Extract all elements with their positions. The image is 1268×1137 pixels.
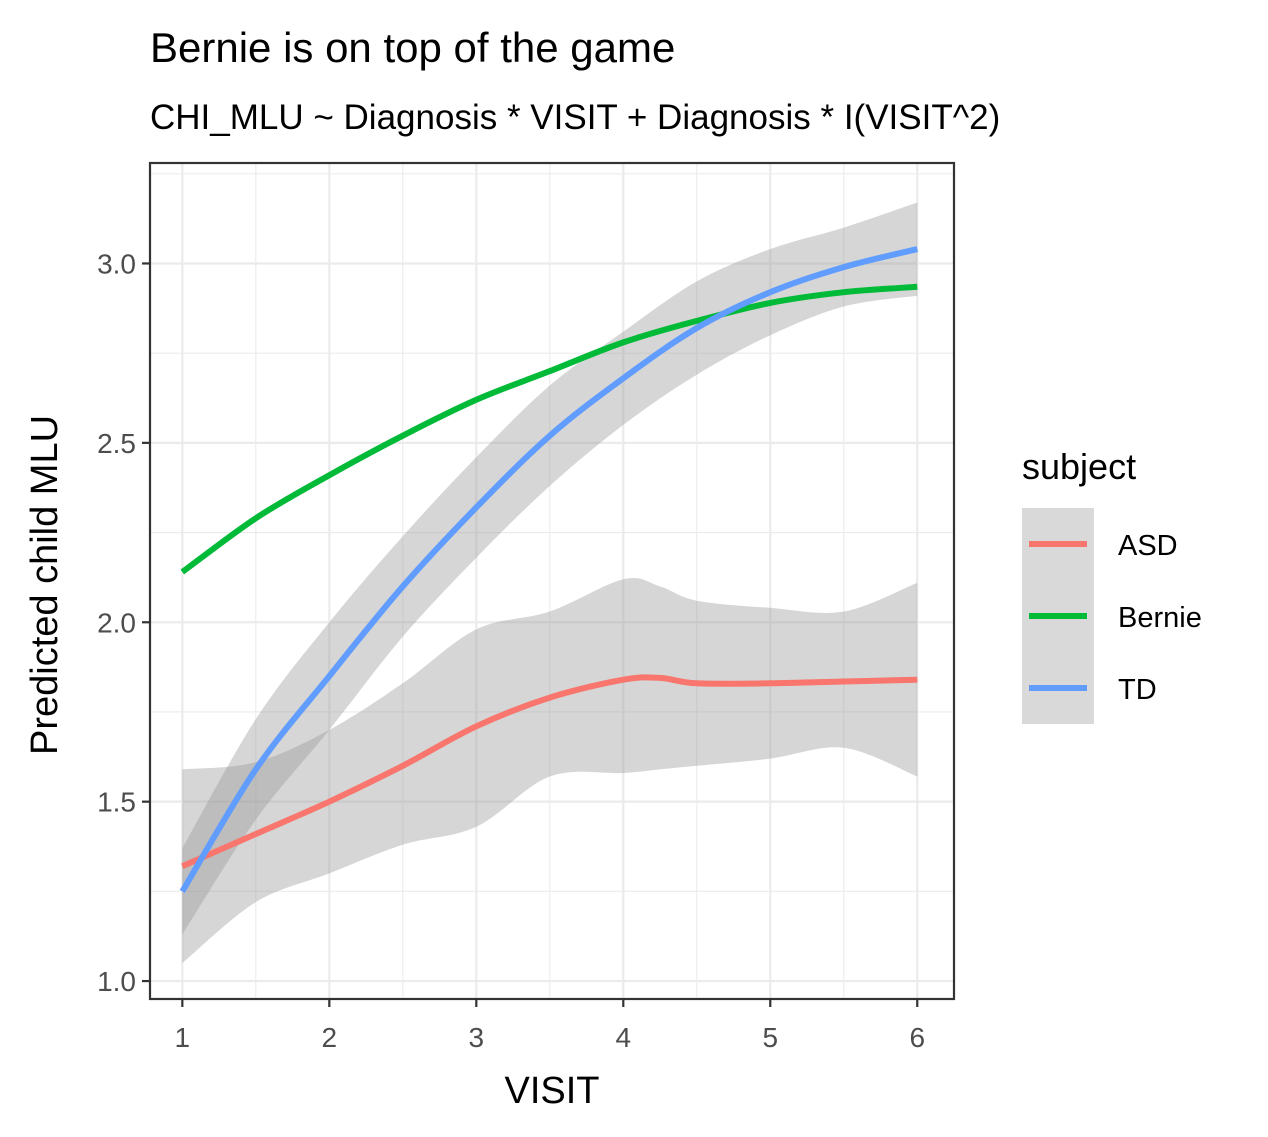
chart-title: Bernie is on top of the game: [150, 24, 675, 71]
x-tick-label: 3: [469, 1022, 485, 1053]
x-tick-label: 6: [909, 1022, 925, 1053]
line-td: [179, 246, 919, 893]
y-tick-label: 1.5: [97, 787, 136, 818]
ribbon-td: [182, 202, 918, 935]
y-tick-label: 3.0: [97, 248, 136, 279]
x-tick-label: 4: [615, 1022, 631, 1053]
y-tick-label: 2.0: [97, 607, 136, 638]
ribbon-asd: [182, 577, 918, 964]
series-lines: [179, 246, 919, 893]
legend-label-asd: ASD: [1118, 530, 1178, 562]
panel-background: [150, 163, 954, 999]
legend-title: subject: [1022, 446, 1136, 487]
plot-panel: [150, 163, 954, 999]
axis-ticks: 1 2 3 4 5 6 1.0 1.5 2.0 2.5 3.0: [97, 248, 925, 1053]
x-tick-label: 2: [322, 1022, 338, 1053]
line-bernie: [180, 283, 918, 575]
panel-frame: [148, 161, 956, 1001]
legend-label-bernie: Bernie: [1118, 602, 1202, 634]
y-tick-label: 1.0: [97, 966, 136, 997]
confidence-ribbons: [182, 202, 918, 964]
panel-border: [148, 161, 956, 1001]
y-axis-title: Predicted child MLU: [24, 415, 66, 755]
legend: subject ASD Bernie TD: [1022, 446, 1202, 724]
legend-label-td: TD: [1118, 674, 1157, 706]
y-tick-label: 2.5: [97, 428, 136, 459]
x-tick-label: 5: [762, 1022, 778, 1053]
x-tick-label: 1: [175, 1022, 191, 1053]
line-asd: [181, 674, 918, 869]
chart-subtitle: CHI_MLU ~ Diagnosis * VISIT + Diagnosis …: [150, 98, 1000, 137]
x-axis-title: VISIT: [504, 1070, 599, 1112]
